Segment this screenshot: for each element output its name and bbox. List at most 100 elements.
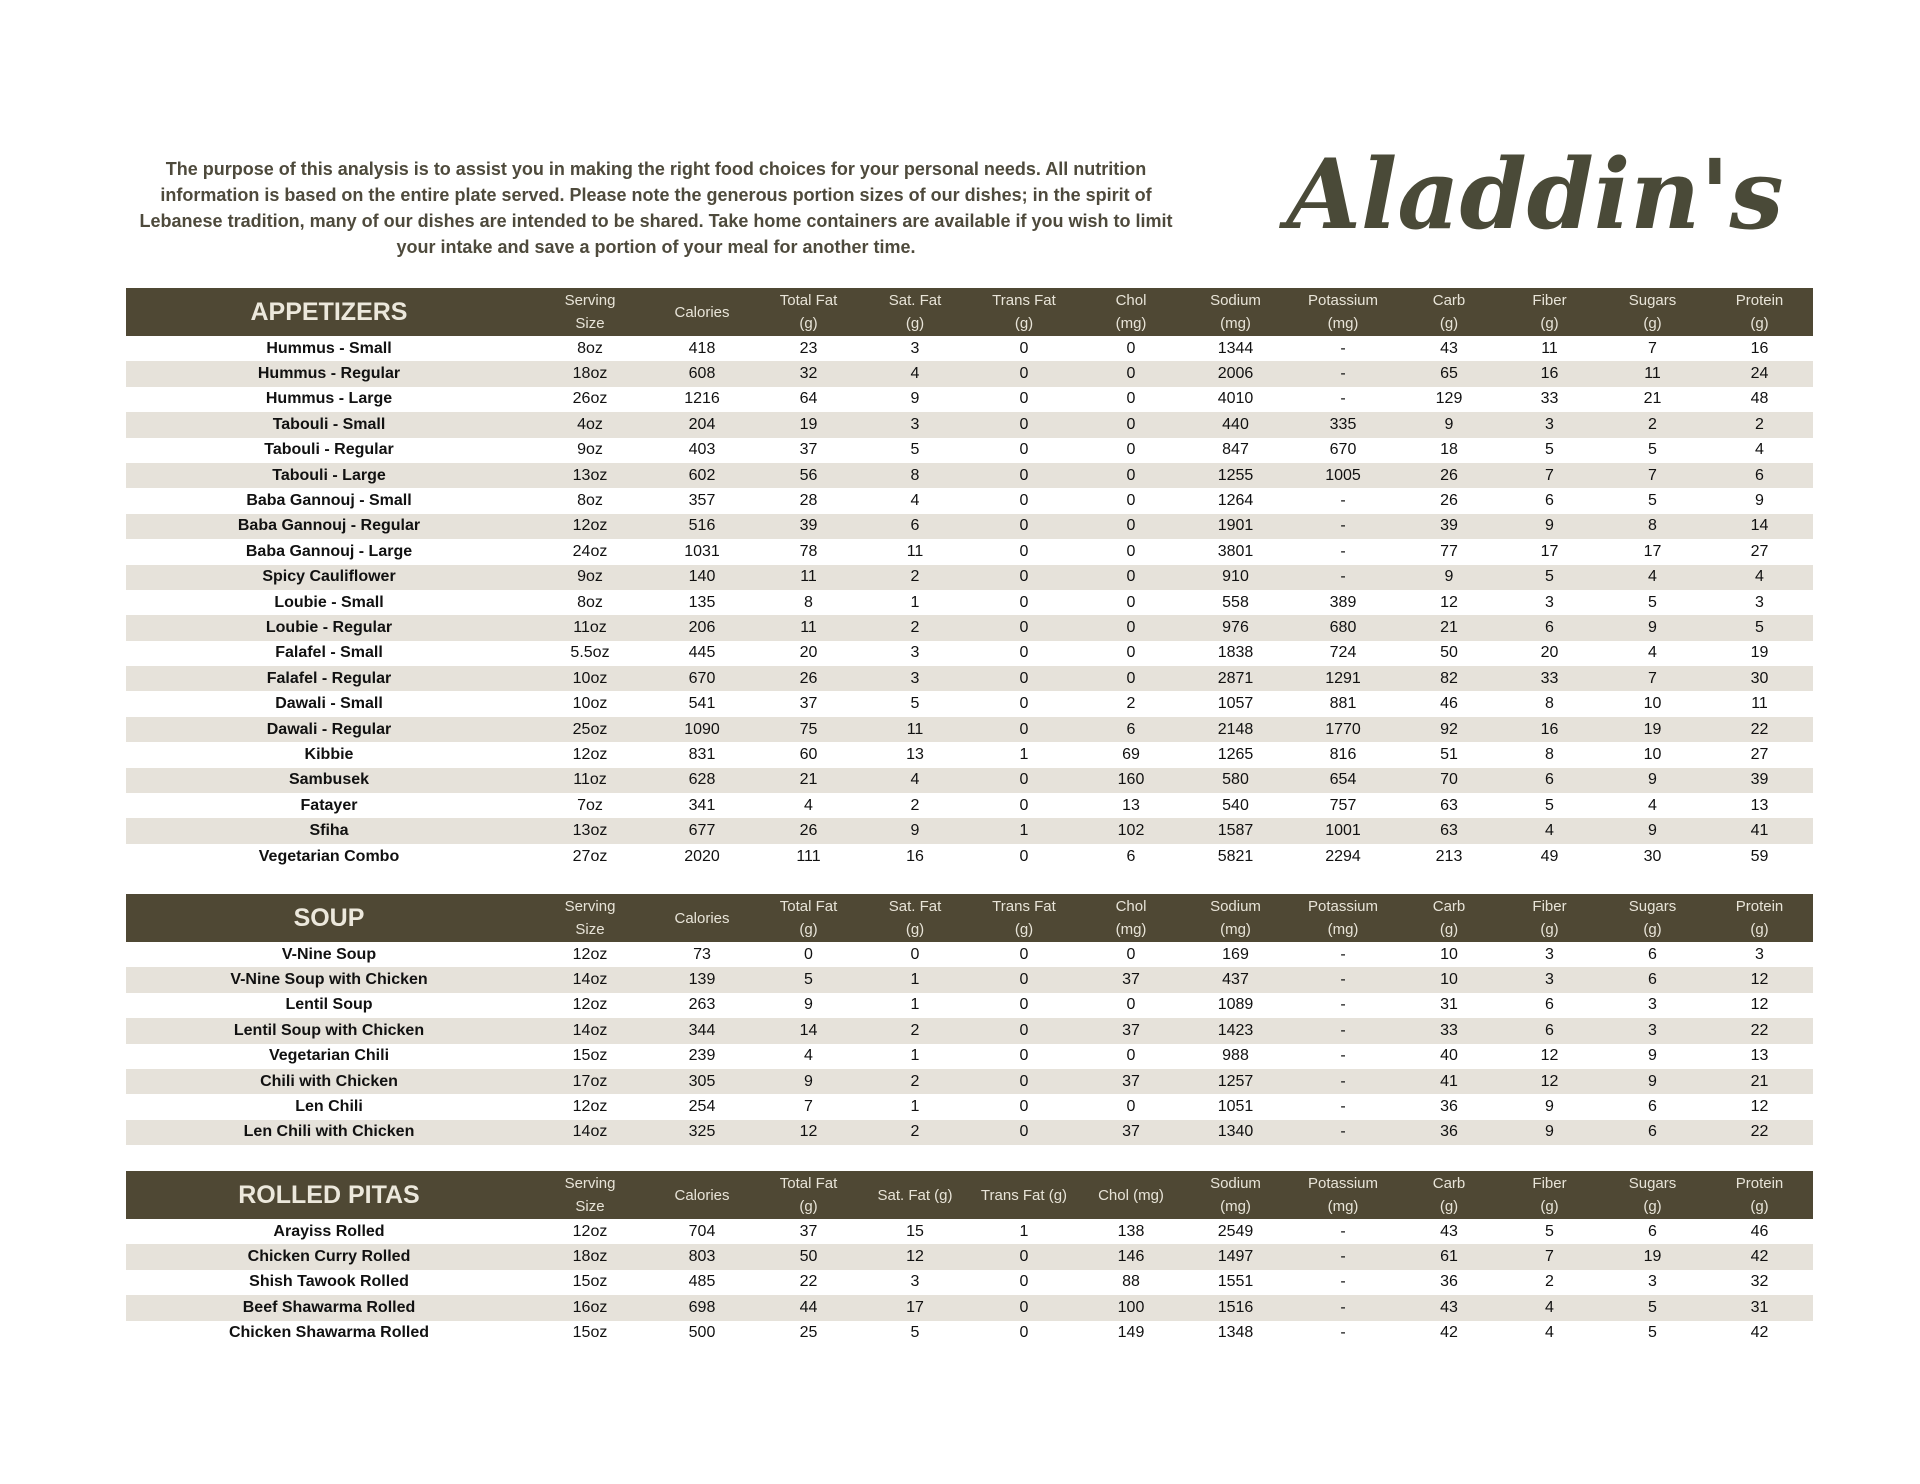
- cell: 6: [1648, 1123, 1657, 1141]
- cell: 1: [910, 996, 920, 1014]
- column-header: Protein (g): [1706, 289, 1813, 335]
- column-header-line: Chol: [1115, 292, 1147, 309]
- column-header: Fiber (g): [1500, 895, 1599, 941]
- cell: 541: [688, 695, 716, 713]
- cell: 0: [1019, 618, 1029, 636]
- cell: 48: [1750, 390, 1769, 408]
- cell: 77: [1440, 542, 1458, 560]
- column-header: Serving Size: [532, 895, 648, 941]
- cell: 33: [1440, 1021, 1458, 1039]
- cell: 204: [688, 415, 716, 433]
- cell: 0: [1019, 593, 1029, 611]
- cell: 43: [1440, 1222, 1458, 1240]
- cell: 149: [1117, 1324, 1145, 1342]
- cell: -: [1340, 365, 1346, 383]
- item-name: Chicken Shawarma Rolled: [228, 1324, 430, 1342]
- table-row: Hummus - Small 8oz 418 23 3 0 0 1344 - 43 11 7 16: [126, 336, 1813, 361]
- cell: -: [1340, 339, 1346, 357]
- cell: 9: [1648, 1047, 1657, 1065]
- cell: 19: [1643, 720, 1662, 738]
- cell: 17: [1643, 542, 1662, 560]
- cell: 12: [1750, 996, 1769, 1014]
- cell: 1340: [1217, 1123, 1254, 1141]
- cell: 325: [688, 1123, 716, 1141]
- cell: 2006: [1217, 365, 1254, 383]
- table-row: Chicken Shawarma Rolled 15oz 500 25 5 0 149 134…: [126, 1321, 1813, 1346]
- item-name: Beef Shawarma Rolled: [242, 1298, 416, 1316]
- cell: 39: [1440, 517, 1458, 535]
- cell: 335: [1329, 415, 1357, 433]
- cell: 0: [1126, 1098, 1136, 1116]
- cell: 16: [906, 847, 924, 865]
- cell: 6: [910, 517, 920, 535]
- cell: -: [1340, 1098, 1346, 1116]
- cell: 49: [1540, 847, 1559, 865]
- cell: 30: [1643, 847, 1662, 865]
- item-name: Falafel - Regular: [266, 669, 392, 687]
- cell: 6: [1126, 847, 1136, 865]
- cell: 28: [799, 492, 818, 510]
- cell: 0: [1126, 466, 1136, 484]
- cell: 2: [910, 568, 920, 586]
- cell: 33: [1540, 390, 1559, 408]
- table-row: Loubie - Small 8oz 135 8 1 0 0 558 389 12 3 5 3: [126, 590, 1813, 615]
- column-header-unit: (g): [905, 921, 925, 938]
- cell: 254: [688, 1098, 716, 1116]
- item-name: Arayiss Rolled: [273, 1222, 385, 1240]
- cell: 0: [1126, 542, 1136, 560]
- section-header: SOUP Serving Size Calories Total Fat (g) Sat. …: [126, 894, 1813, 942]
- table-row: Hummus - Large 26oz 1216 64 9 0 0 4010 - 129 33 21 4…: [126, 387, 1813, 412]
- column-header-unit: (g): [1750, 1198, 1769, 1215]
- cell: 0: [1019, 1298, 1029, 1316]
- cell: 0: [1126, 415, 1136, 433]
- item-name: Sambusek: [288, 771, 370, 789]
- column-header: Calories: [648, 907, 756, 930]
- cell: 1216: [684, 390, 720, 408]
- cell: 1: [1019, 745, 1029, 763]
- column-header-line: Sodium: [1210, 1175, 1261, 1192]
- column-header: Fiber (g): [1500, 1172, 1599, 1218]
- column-header: Serving Size: [532, 289, 648, 335]
- item-name: Kibbie: [304, 745, 354, 763]
- column-header-unit: (mg): [1327, 921, 1359, 938]
- column-header-unit: (mg): [1220, 1198, 1251, 1215]
- cell: 69: [1122, 745, 1140, 763]
- cell: 15oz: [572, 1324, 608, 1342]
- cell: 27oz: [572, 847, 608, 865]
- table-row: Vegetarian Chili 15oz 239 4 1 0 0 988 - 40 12 9 13: [126, 1044, 1813, 1069]
- cell: 139: [688, 971, 716, 989]
- cell: 3: [1545, 945, 1554, 963]
- cell: 0: [1019, 644, 1029, 662]
- cell: 831: [688, 745, 716, 763]
- cell: 20: [1540, 644, 1559, 662]
- cell: 129: [1435, 390, 1463, 408]
- cell: 17: [1540, 542, 1559, 560]
- table-row: Chicken Curry Rolled 18oz 803 50 12 0 146 1497 -…: [126, 1244, 1813, 1270]
- cell: 5821: [1217, 847, 1254, 865]
- item-name: Len Chili with Chicken: [243, 1123, 415, 1141]
- cell: 44: [799, 1298, 818, 1316]
- item-name: Dawali - Small: [275, 695, 383, 713]
- cell: 0: [1019, 1021, 1029, 1039]
- column-header: Serving Size: [532, 1172, 648, 1218]
- column-header-line: Protein: [1735, 292, 1784, 309]
- column-header: Sugars (g): [1599, 895, 1706, 941]
- column-header-line: Serving: [564, 292, 616, 309]
- cell: 816: [1329, 745, 1357, 763]
- cell: 100: [1117, 1298, 1145, 1316]
- cell: 63: [1440, 822, 1458, 840]
- cell: 2: [910, 1123, 920, 1141]
- column-header-unit: (mg): [1327, 1198, 1359, 1215]
- cell: 36: [1440, 1273, 1458, 1291]
- cell: 5: [804, 971, 813, 989]
- table-row: Kibbie 12oz 831 60 13 1 69 1265 816 51 8 10 27: [126, 742, 1813, 767]
- item-name: Hummus - Regular: [257, 365, 401, 383]
- cell: 8: [804, 593, 813, 611]
- cell: 670: [688, 669, 716, 687]
- column-header-unit: (mg): [1115, 315, 1147, 332]
- column-header-line: Chol: [1115, 898, 1147, 915]
- cell: 10oz: [572, 669, 608, 687]
- cell: 0: [1019, 1047, 1029, 1065]
- cell: 31: [1440, 996, 1458, 1014]
- cell: 0: [1019, 1273, 1029, 1291]
